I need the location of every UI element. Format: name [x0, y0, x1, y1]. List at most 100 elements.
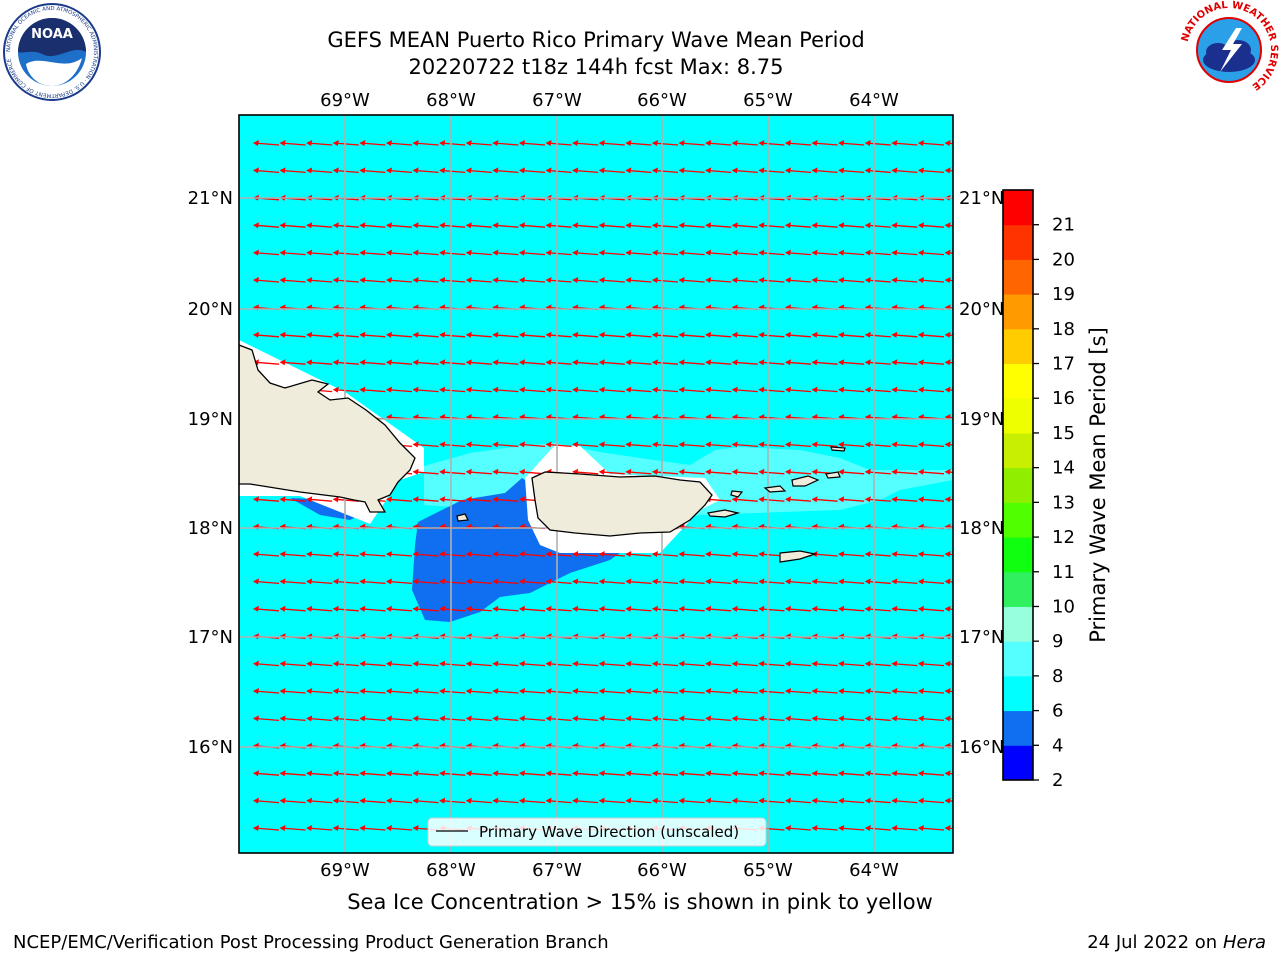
wave-arrow [492, 277, 519, 283]
wave-arrow [386, 660, 413, 667]
wave-arrow [439, 386, 466, 393]
wave-arrow [864, 441, 891, 448]
wave-arrow [811, 770, 838, 777]
wave-arrow [359, 715, 386, 722]
wave-arrow [838, 578, 865, 585]
wave-arrow [864, 167, 891, 174]
wave-arrow [572, 660, 599, 667]
wave-arrow [545, 331, 572, 338]
chart-title: GEFS MEAN Puerto Rico Primary Wave Mean … [327, 28, 865, 52]
wave-arrow [572, 797, 599, 804]
colorbar-segment [1003, 398, 1033, 434]
wave-arrow [332, 249, 359, 256]
wave-arrow [944, 441, 953, 448]
wave-arrow [785, 249, 812, 256]
wave-arrow [705, 605, 732, 612]
wave-arrow [625, 441, 652, 448]
wave-arrow [625, 140, 652, 146]
wave-arrow [253, 331, 280, 338]
wave-arrow [332, 359, 359, 366]
wave-arrow [439, 770, 466, 777]
wave-arrow [572, 167, 599, 174]
wave-arrow [253, 249, 280, 256]
wave-arrow [918, 551, 945, 557]
wave-arrow [731, 277, 758, 283]
wave-arrow [891, 605, 918, 612]
wave-arrow [625, 331, 652, 338]
wave-arrow [412, 277, 439, 283]
wave-arrow [758, 797, 785, 804]
wave-arrow [545, 140, 572, 146]
wave-arrow [545, 249, 572, 256]
wave-arrow [545, 578, 572, 585]
wave-arrow [838, 331, 865, 338]
wave-arrow [412, 770, 439, 777]
wave-arrow [492, 551, 519, 557]
wave-arrow [492, 222, 519, 229]
wave-arrow [598, 222, 625, 229]
wave-arrow [492, 660, 519, 667]
wave-arrow [465, 386, 492, 393]
wave-arrow [439, 468, 466, 475]
wave-arrow [359, 167, 386, 174]
colorbar-segment [1003, 328, 1033, 365]
wave-arrow [598, 605, 625, 612]
wave-arrow [678, 715, 705, 722]
wave-arrow [785, 715, 812, 722]
wave-arrow [306, 688, 333, 694]
wave-arrow [652, 386, 679, 393]
colorbar: 2 4 6 8 9 10 11 12 13 14 15 16 17 18 19 20 21 [1002, 189, 1075, 791]
wave-arrow [572, 331, 599, 338]
wave-arrow [598, 331, 625, 338]
wave-arrow [705, 359, 732, 366]
wave-arrow [519, 386, 546, 393]
wave-arrow [545, 688, 572, 694]
wave-arrow [359, 386, 386, 393]
wave-arrow [412, 551, 439, 557]
wave-arrow [279, 825, 306, 831]
wave-arrow [386, 331, 413, 338]
wave-arrow [944, 797, 953, 804]
wave-arrow [918, 715, 945, 722]
wave-arrow [944, 551, 953, 557]
wave-arrow [519, 249, 546, 256]
wave-arrow [253, 688, 280, 694]
wave-arrow [332, 605, 359, 612]
wave-arrow [598, 797, 625, 804]
wave-arrow [465, 660, 492, 667]
wave-arrow [465, 140, 492, 146]
wave-arrow [785, 140, 812, 146]
wave-arrow [785, 222, 812, 229]
wave-arrow [598, 688, 625, 694]
wave-arrow [412, 441, 439, 448]
wave-arrow [359, 660, 386, 667]
wave-arrow [253, 770, 280, 777]
wave-arrow [519, 605, 546, 612]
wave-arrow [944, 140, 953, 146]
wave-arrow [731, 688, 758, 694]
wave-arrow [864, 468, 891, 475]
wave-arrow [838, 797, 865, 804]
wave-arrow [785, 386, 812, 393]
wave-arrow [705, 222, 732, 229]
wave-arrow [519, 770, 546, 777]
wave-arrow [678, 167, 705, 174]
wave-arrow [785, 797, 812, 804]
wave-arrow [279, 277, 306, 283]
wave-arrow [705, 167, 732, 174]
wave-arrow [678, 797, 705, 804]
wave-arrow [678, 660, 705, 667]
wave-arrow [838, 715, 865, 722]
wave-arrow [678, 468, 705, 475]
wave-arrow [306, 660, 333, 667]
wave-arrow [864, 359, 891, 366]
wave-arrow [412, 468, 439, 475]
map-frame [238, 114, 954, 854]
wave-arrow [838, 167, 865, 174]
wave-arrow [918, 359, 945, 366]
wave-arrow [758, 331, 785, 338]
colorbar-segment [1003, 745, 1033, 781]
wave-arrow [891, 770, 918, 777]
wave-arrow [598, 277, 625, 283]
wave-arrow [625, 386, 652, 393]
